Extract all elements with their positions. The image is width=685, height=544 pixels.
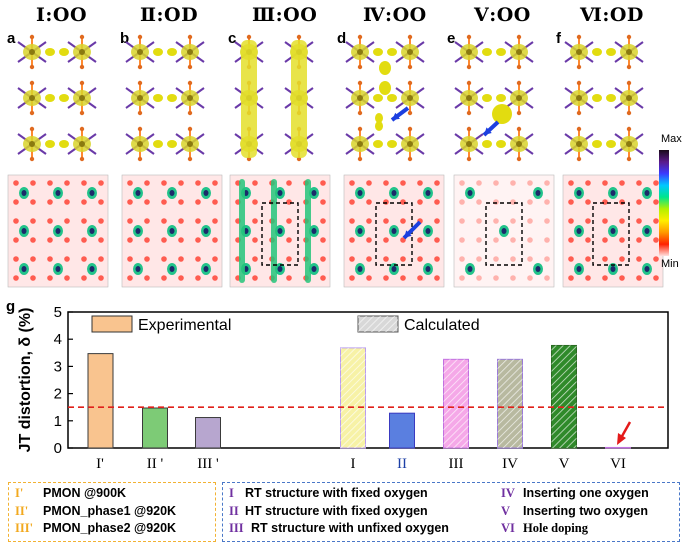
bar-5 bbox=[389, 412, 415, 449]
crystal-structure-2 bbox=[125, 34, 205, 162]
arrow-panel-d-map bbox=[402, 220, 422, 240]
y-tick-label: 5 bbox=[54, 304, 62, 321]
x-tick-label-1: I' bbox=[96, 456, 104, 472]
charge-density-map-4 bbox=[343, 174, 445, 288]
bar-2 bbox=[142, 407, 168, 449]
y-tick-label: 4 bbox=[54, 331, 62, 348]
legend-calc-item-1: I RT structure with fixed oxygen bbox=[229, 486, 428, 501]
y-tick-label: 0 bbox=[54, 440, 62, 457]
legend-swatch-experimental bbox=[91, 315, 133, 333]
colorbar bbox=[659, 150, 669, 256]
charge-density-map-5 bbox=[453, 174, 555, 288]
legend-calc-mark-2: II bbox=[229, 504, 239, 518]
legend-exp-mark-3: III' bbox=[15, 521, 34, 535]
x-tick-label-6: III bbox=[449, 456, 464, 472]
legend-calc-item-5: V Inserting two oxygen bbox=[501, 504, 648, 519]
plot-frame bbox=[67, 311, 669, 449]
x-tick-label-3: III ' bbox=[197, 456, 219, 472]
panel-letter-c: c bbox=[228, 30, 237, 47]
panel-letter-a: a bbox=[7, 30, 16, 47]
legend-exp-item-2: II' PMON_phase1 @920K bbox=[15, 504, 176, 519]
bar-9 bbox=[605, 446, 631, 449]
arrow-panel-d-top bbox=[390, 106, 410, 122]
y-tick-label: 1 bbox=[54, 413, 62, 430]
legend-exp-text-1: PMON @900K bbox=[43, 486, 127, 500]
legend-calc-mark-5: V bbox=[501, 504, 511, 518]
bar-hatch-4 bbox=[340, 347, 366, 448]
legend-exp-text-2: PMON_phase1 @920K bbox=[43, 504, 177, 518]
x-tick-label-5: II bbox=[397, 456, 407, 472]
x-tick-label-2: II ' bbox=[147, 456, 164, 472]
legend-label-experimental: Experimental bbox=[138, 317, 231, 334]
x-tick-label-9: VI bbox=[610, 456, 626, 472]
arrow-to-vi bbox=[617, 421, 632, 445]
column-title-2: Ⅱ:OD bbox=[140, 4, 199, 26]
legend-calc-text-2: HT structure with fixed oxygen bbox=[245, 504, 428, 518]
legend-calc-item-4: IV Inserting one oxygen bbox=[501, 486, 649, 501]
legend-calc-mark-3: III bbox=[229, 521, 244, 535]
x-tick-label-4: I bbox=[351, 456, 356, 472]
panel-letter-f: f bbox=[556, 30, 561, 47]
legend-calc-text-3: RT structure with unfixed oxygen bbox=[251, 521, 449, 535]
legend-calc-text-4: Inserting one oxygen bbox=[523, 486, 649, 500]
x-tick-label-8: V bbox=[559, 456, 570, 472]
legend-calc-mark-1: I bbox=[229, 486, 234, 500]
structure-panels bbox=[7, 34, 664, 288]
column-title-6: Ⅵ:OD bbox=[580, 4, 644, 26]
panel-letter-b: b bbox=[120, 30, 130, 47]
legend-calc-text-5: Inserting two oxygen bbox=[523, 504, 649, 518]
colorbar-max-label: Max bbox=[661, 133, 682, 145]
legend-label-calculated: Calculated bbox=[404, 317, 480, 334]
legend-calc-text-6: Hole doping bbox=[523, 521, 588, 535]
crystal-structure-1 bbox=[17, 34, 97, 162]
legend-experimental: Experimental bbox=[91, 315, 231, 334]
panel-letter-g: g bbox=[6, 298, 16, 315]
crystal-structure-6 bbox=[564, 34, 644, 162]
legend-exp-item-1: I' PMON @900K bbox=[15, 486, 126, 501]
column-title-1: Ⅰ:OO bbox=[36, 4, 88, 26]
charge-density-map-1 bbox=[7, 174, 109, 288]
column-title-3: Ⅲ:OO bbox=[252, 4, 318, 26]
bar-hatch-7 bbox=[497, 359, 523, 448]
legend-calc-text-1: RT structure with fixed oxygen bbox=[245, 486, 428, 500]
legend-exp-text-3: PMON_phase2 @920K bbox=[43, 521, 177, 535]
column-title-5: Ⅴ:OO bbox=[474, 4, 531, 26]
charge-density-map-2 bbox=[121, 174, 223, 288]
legend-calc-item-2: II HT structure with fixed oxygen bbox=[229, 504, 428, 519]
legend-exp-mark-2: II' bbox=[15, 504, 29, 518]
bar-1 bbox=[87, 353, 114, 449]
arrow-panel-e-top bbox=[482, 120, 500, 137]
legend-calc-item-3: III RT structure with unfixed oxygen bbox=[229, 521, 449, 536]
y-tick-label: 2 bbox=[54, 386, 62, 403]
legend-calculated-box: I RT structure with fixed oxygen II HT str… bbox=[222, 482, 680, 542]
panel-letter-e: e bbox=[447, 30, 456, 47]
legend-swatch-calculated-hatch bbox=[358, 316, 398, 332]
legend-calc-mark-4: IV bbox=[501, 486, 515, 500]
bar-3 bbox=[195, 417, 221, 449]
panel-letter-d: d bbox=[337, 30, 347, 47]
charge-density-map-6 bbox=[562, 174, 664, 288]
legend-exp-item-3: III' PMON_phase2 @920K bbox=[15, 521, 176, 536]
legend-calculated: Calculated bbox=[357, 315, 480, 334]
crystal-structure-4 bbox=[345, 34, 425, 162]
x-tick-label-7: IV bbox=[502, 456, 518, 472]
legend-calc-mark-6: VI bbox=[501, 521, 515, 535]
crystal-structure-3 bbox=[234, 34, 314, 162]
y-tick-label: 3 bbox=[54, 358, 62, 375]
legend-experimental-box: I' PMON @900K II' PMON_phase1 @920K III' PM… bbox=[8, 482, 216, 542]
bar-hatch-6 bbox=[443, 359, 469, 448]
crystal-structure-5 bbox=[454, 34, 534, 162]
legend-calc-item-6: VI Hole doping bbox=[501, 521, 588, 536]
y-axis-label: JT distortion, δ (%) bbox=[17, 308, 34, 453]
charge-density-map-3 bbox=[229, 174, 331, 288]
bar-hatch-8 bbox=[551, 345, 577, 448]
colorbar-min-label: Min bbox=[661, 258, 679, 270]
legend-exp-mark-1: I' bbox=[15, 486, 24, 500]
column-title-4: Ⅳ:OO bbox=[363, 4, 427, 26]
